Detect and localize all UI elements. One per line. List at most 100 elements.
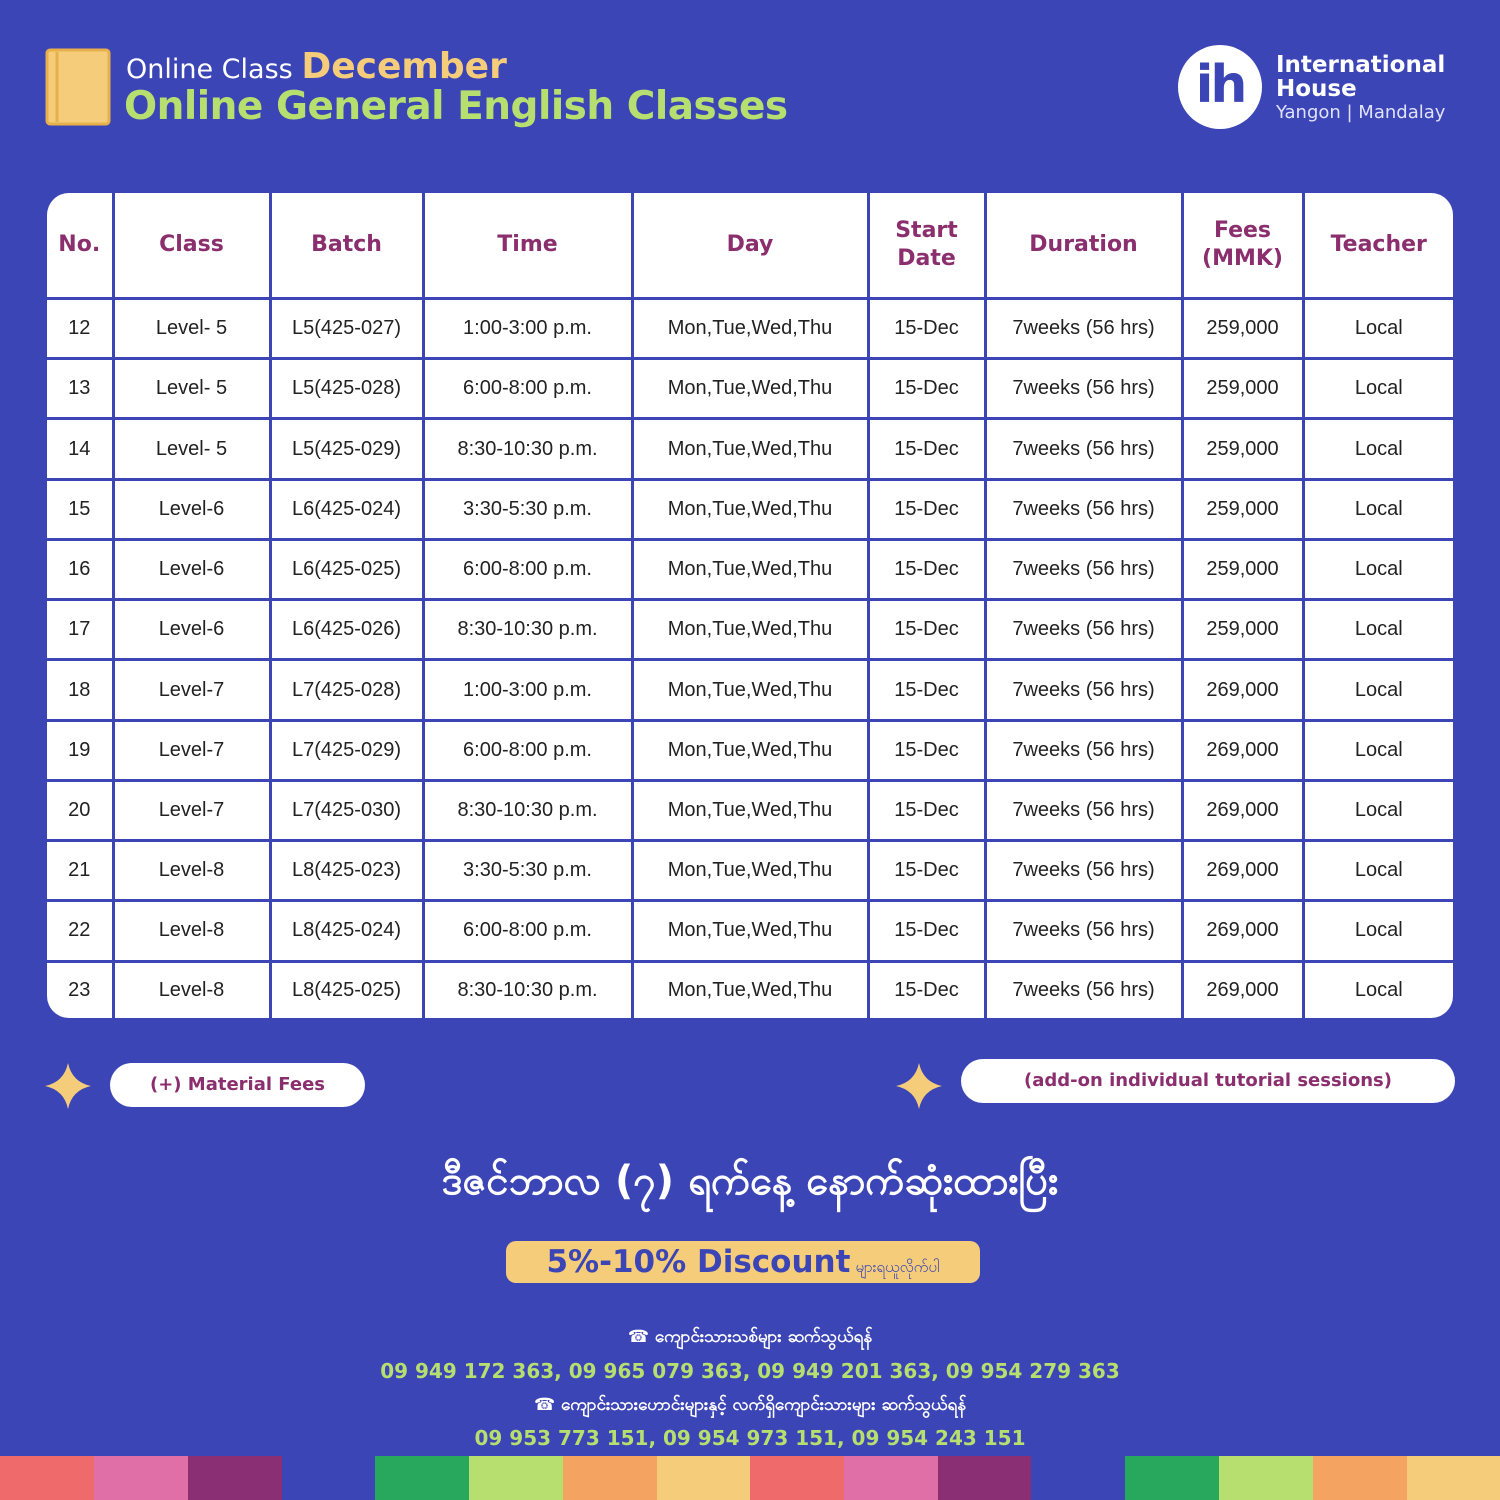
book-icon: [45, 48, 111, 126]
table-cell: 15-Dec: [866, 296, 987, 361]
table-cell: 7weeks (56 hrs): [983, 899, 1184, 963]
table-cell: Local: [1301, 537, 1453, 602]
table-cell: L7(425-029): [268, 718, 425, 782]
table-cell: Level- 5: [111, 296, 272, 361]
table-row: 23 Level-8 L8(425-025) 8:30-10:30 p.m. Mon,T…: [47, 959, 1453, 1018]
table-cell: L6(425-026): [268, 598, 425, 662]
table-cell: Mon,Tue,Wed,Thu: [630, 477, 870, 541]
discount: 5%-10% Discount: [546, 1244, 851, 1280]
table-cell: 6:00-8:00 p.m.: [421, 899, 634, 963]
table-cell: Mon,Tue,Wed,Thu: [630, 658, 870, 722]
header-month: December: [301, 46, 507, 87]
table-cell: 3:30-5:30 p.m.: [421, 839, 634, 903]
table-cell: 15-Dec: [866, 839, 987, 903]
color-stripe: [0, 1456, 1500, 1500]
sparkle: [896, 1063, 942, 1109]
column-header: Start Date: [866, 193, 987, 300]
contact-label: ☎ ကျောင်းသားသစ်များ ဆက်သွယ်ရန်: [627, 1327, 873, 1347]
table-cell: Level-7: [111, 718, 272, 782]
table-cell: 14: [47, 417, 115, 481]
table-row: 12 Level- 5 L5(425-027) 1:00-3:00 p.m. Mon,T…: [47, 296, 1453, 361]
table-cell: 8:30-10:30 p.m.: [421, 959, 634, 1018]
table-cell: 6:00-8:00 p.m.: [421, 718, 634, 782]
table-cell: Local: [1301, 417, 1453, 481]
table-cell: 259,000: [1180, 477, 1305, 541]
table-cell: Local: [1301, 959, 1453, 1018]
table-cell: Level-7: [111, 778, 272, 843]
table-cell: L5(425-028): [268, 357, 425, 421]
table-cell: Local: [1301, 357, 1453, 421]
table-cell: L5(425-027): [268, 296, 425, 361]
table-cell: 7weeks (56 hrs): [983, 658, 1184, 722]
table-cell: 1:00-3:00 p.m.: [421, 296, 634, 361]
header-title: Online General English Classes: [124, 84, 788, 129]
table-cell: 17: [47, 598, 115, 662]
table-cell: 259,000: [1180, 357, 1305, 421]
table-cell: 259,000: [1180, 296, 1305, 361]
table-row: 17 Level-6 L6(425-026) 8:30-10:30 p.m. Mon,T…: [47, 598, 1453, 662]
table-cell: Mon,Tue,Wed,Thu: [630, 357, 870, 421]
table-cell: L8(425-023): [268, 839, 425, 903]
table-cell: 15-Dec: [866, 417, 987, 481]
table-cell: 269,000: [1180, 718, 1305, 782]
table-cell: Level-6: [111, 598, 272, 662]
table: No. Class Batch Time Day Start Date Duration Fe…: [47, 193, 1453, 1018]
table-cell: Mon,Tue,Wed,Thu: [630, 598, 870, 662]
table-cell: 7weeks (56 hrs): [983, 778, 1184, 843]
table-cell: Mon,Tue,Wed,Thu: [630, 417, 870, 481]
table-cell: 8:30-10:30 p.m.: [421, 598, 634, 662]
table-cell: Mon,Tue,Wed,Thu: [630, 537, 870, 602]
table-cell: L7(425-030): [268, 778, 425, 843]
table-cell: 7weeks (56 hrs): [983, 598, 1184, 662]
table-cell: 15-Dec: [866, 598, 987, 662]
table-cell: 15-Dec: [866, 778, 987, 843]
table-cell: 259,000: [1180, 417, 1305, 481]
table-cell: 3:30-5:30 p.m.: [421, 477, 634, 541]
table-cell: 7weeks (56 hrs): [983, 839, 1184, 903]
table-cell: L8(425-025): [268, 959, 425, 1018]
table-cell: 269,000: [1180, 899, 1305, 963]
table-cell: 7weeks (56 hrs): [983, 357, 1184, 421]
table-cell: 15-Dec: [866, 537, 987, 602]
table-cell: 15-Dec: [866, 477, 987, 541]
table-row: 21 Level-8 L8(425-023) 3:30-5:30 p.m. Mon,Tu…: [47, 839, 1453, 903]
table-cell: 6:00-8:00 p.m.: [421, 357, 634, 421]
column-header: Batch: [268, 193, 425, 300]
table-row: 20 Level-7 L7(425-030) 8:30-10:30 p.m. Mon,T…: [47, 778, 1453, 843]
table-cell: 269,000: [1180, 778, 1305, 843]
table-cell: 7weeks (56 hrs): [983, 296, 1184, 361]
table-cell: Local: [1301, 477, 1453, 541]
table-cell: L6(425-024): [268, 477, 425, 541]
table-cell: 7weeks (56 hrs): [983, 959, 1184, 1018]
table-cell: Mon,Tue,Wed,Thu: [630, 718, 870, 782]
table-cell: Level-7: [111, 658, 272, 722]
table-cell: 15-Dec: [866, 658, 987, 722]
schedule-table: No. Class Batch Time Day Start Date Duration Fe…: [47, 193, 1453, 1018]
note: (+) Material Fees: [110, 1063, 365, 1107]
table-cell: 1:00-3:00 p.m.: [421, 658, 634, 722]
table-cell: Mon,Tue,Wed,Thu: [630, 839, 870, 903]
table-cell: 6:00-8:00 p.m.: [421, 537, 634, 602]
table-cell: 23: [47, 959, 115, 1018]
table-cell: 8:30-10:30 p.m.: [421, 778, 634, 843]
table-cell: 269,000: [1180, 959, 1305, 1018]
table-cell: Local: [1301, 598, 1453, 662]
contact-phones: 09 949 172 363, 09 965 079 363, 09 949 2…: [380, 1359, 1120, 1383]
table-cell: 15-Dec: [866, 718, 987, 782]
discount-suffix: များရယူလိုက်ပါ: [855, 1258, 940, 1276]
table-cell: Local: [1301, 839, 1453, 903]
column-header: Teacher: [1301, 193, 1453, 300]
table-cell: Mon,Tue,Wed,Thu: [630, 899, 870, 963]
table-cell: 269,000: [1180, 839, 1305, 903]
table-row: 18 Level-7 L7(425-028) 1:00-3:00 p.m. Mon,Tu…: [47, 658, 1453, 722]
column-header: Day: [630, 193, 870, 300]
table-cell: 259,000: [1180, 598, 1305, 662]
contact-phones: 09 953 773 151, 09 954 973 151, 09 954 2…: [474, 1426, 1026, 1450]
table-cell: 7weeks (56 hrs): [983, 718, 1184, 782]
table-row: 13 Level- 5 L5(425-028) 6:00-8:00 p.m. Mon,T…: [47, 357, 1453, 421]
table-cell: Level- 5: [111, 417, 272, 481]
table-cell: 13: [47, 357, 115, 421]
table-row: 19 Level-7 L7(425-029) 6:00-8:00 p.m. Mon,Tu…: [47, 718, 1453, 782]
table-cell: 19: [47, 718, 115, 782]
